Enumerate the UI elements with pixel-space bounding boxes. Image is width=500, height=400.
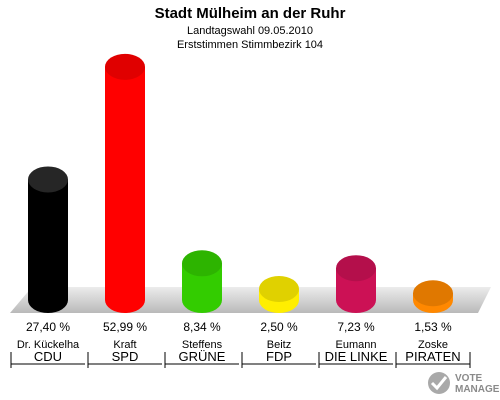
bar-piraten	[413, 280, 453, 313]
bar-top	[413, 280, 453, 307]
party-label: GRÜNE	[179, 349, 226, 364]
logo-check-mark	[430, 376, 448, 391]
party-label: PIRATEN	[405, 349, 460, 364]
logo-text-manager: MANAGER	[455, 384, 500, 395]
bar-die-linke	[336, 255, 376, 313]
party-label: DIE LINKE	[325, 349, 388, 364]
bar-top	[105, 53, 145, 80]
bar-fdp	[259, 276, 299, 313]
bar-spd	[105, 53, 145, 314]
logo-emblem	[428, 372, 450, 394]
value-label: 27,40 %	[26, 320, 70, 334]
bar-top	[336, 255, 376, 282]
bar-top	[28, 166, 68, 193]
value-label: 52,99 %	[103, 320, 147, 334]
bar-top	[182, 250, 222, 277]
bar-body	[105, 66, 145, 314]
chart-subtitle-district: Erststimmen Stimmbezirk 104	[177, 39, 323, 51]
party-label: CDU	[34, 349, 62, 364]
chart-title: Stadt Mülheim an der Ruhr	[155, 5, 346, 22]
bar-body	[28, 179, 68, 313]
candidate-label: Eumann	[336, 339, 377, 351]
party-label: FDP	[266, 349, 292, 364]
value-label: 2,50 %	[260, 320, 298, 334]
vote-manager-logo: VOTE MANAGER	[428, 372, 500, 395]
value-label: 7,23 %	[337, 320, 375, 334]
bar-top	[259, 276, 299, 302]
logo-text-vote: VOTE	[455, 373, 483, 384]
party-label: SPD	[112, 349, 139, 364]
candidate-label: Dr. Kückelha	[17, 339, 80, 351]
candidate-label: Beitz	[267, 339, 291, 351]
candidate-label: Zoske	[418, 339, 448, 351]
value-label: 1,53 %	[414, 320, 452, 334]
bar-cdu	[28, 166, 68, 313]
candidate-label: Steffens	[182, 339, 223, 351]
bar-gr-ne	[182, 250, 222, 313]
bars-group	[28, 53, 453, 314]
bar-body	[182, 263, 222, 313]
candidate-label: Kraft	[113, 339, 136, 351]
chart-subtitle-election: Landtagswahl 09.05.2010	[187, 25, 313, 37]
value-label: 8,34 %	[183, 320, 221, 334]
